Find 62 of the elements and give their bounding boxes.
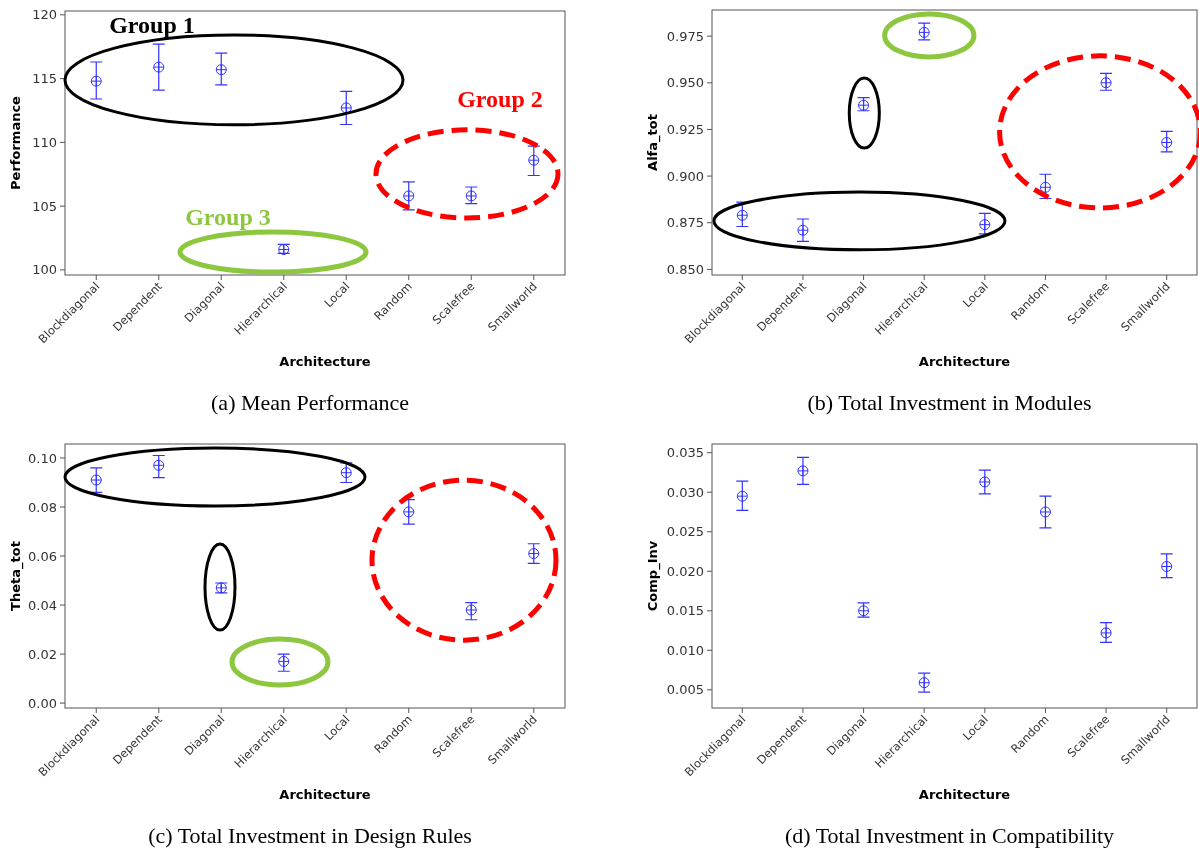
point [465, 190, 477, 202]
point [1039, 506, 1051, 518]
x-axis-title: Architecture [279, 787, 371, 802]
y-tick-label: 0.020 [666, 563, 704, 579]
y-tick-label: 0.035 [666, 445, 704, 461]
point [153, 459, 165, 471]
point [1039, 181, 1051, 193]
text: (c) Total Investment in Design Rules [148, 822, 472, 848]
point [465, 604, 477, 616]
y-tick-label: 0.04 [28, 597, 57, 613]
point [90, 75, 102, 87]
point [736, 209, 748, 221]
y-tick-label: 0.875 [666, 215, 704, 231]
y-tick-label: 100 [32, 262, 57, 278]
y-tick-label: 110 [32, 134, 57, 150]
y-axis-title: Performance [7, 95, 23, 190]
annotation: Group 3 [185, 204, 271, 231]
point [278, 655, 290, 667]
text: (b) Total Investment in Modules [807, 389, 1092, 415]
point [90, 474, 102, 486]
point [797, 224, 809, 236]
x-axis-title: Architecture [918, 787, 1011, 802]
point [403, 190, 415, 202]
point [528, 154, 540, 166]
y-tick-label: 0.015 [666, 603, 704, 619]
y-tick-label: 0.025 [666, 524, 704, 540]
point [340, 102, 352, 114]
text: (a) Mean Performance [211, 389, 409, 415]
y-tick-label: 0.005 [666, 682, 704, 698]
y-tick-label: 0.030 [666, 484, 704, 500]
text: (d) Total Investment in Compatibility [784, 822, 1115, 848]
y-axis-title: Comp_Inv [644, 540, 661, 612]
y-axis-title: Theta_tot [7, 541, 24, 611]
y-tick-label: 0.08 [28, 499, 57, 515]
y-tick-label: 115 [32, 71, 57, 87]
y-tick-label: 0.900 [666, 168, 704, 184]
point [736, 490, 748, 502]
point [215, 64, 227, 76]
x-axis-title: Architecture [918, 354, 1011, 369]
point [1161, 137, 1173, 148]
y-tick-label: 0.950 [666, 75, 704, 91]
y-tick-label: 0.02 [28, 646, 57, 662]
y-tick-label: 0.00 [28, 695, 57, 711]
y-tick-label: 0.925 [666, 121, 704, 137]
y-tick-label: 0.010 [666, 642, 704, 658]
y-tick-label: 0.06 [28, 548, 57, 564]
y-axis-title: Alfa_tot [644, 114, 661, 171]
y-tick-label: 120 [32, 7, 57, 23]
y-tick-label: 105 [32, 198, 57, 214]
x-axis-title: Architecture [279, 354, 371, 369]
point [918, 26, 930, 38]
point [979, 476, 991, 488]
point [797, 465, 809, 477]
point [979, 219, 991, 231]
point [153, 61, 165, 73]
point [1161, 561, 1173, 573]
annotation: Group 1 [109, 11, 195, 38]
y-tick-label: 0.10 [28, 450, 57, 466]
y-tick-label: 0.850 [666, 261, 704, 277]
point [403, 506, 415, 518]
annotation: Group 2 [457, 85, 543, 112]
y-tick-label: 0.975 [666, 28, 704, 44]
